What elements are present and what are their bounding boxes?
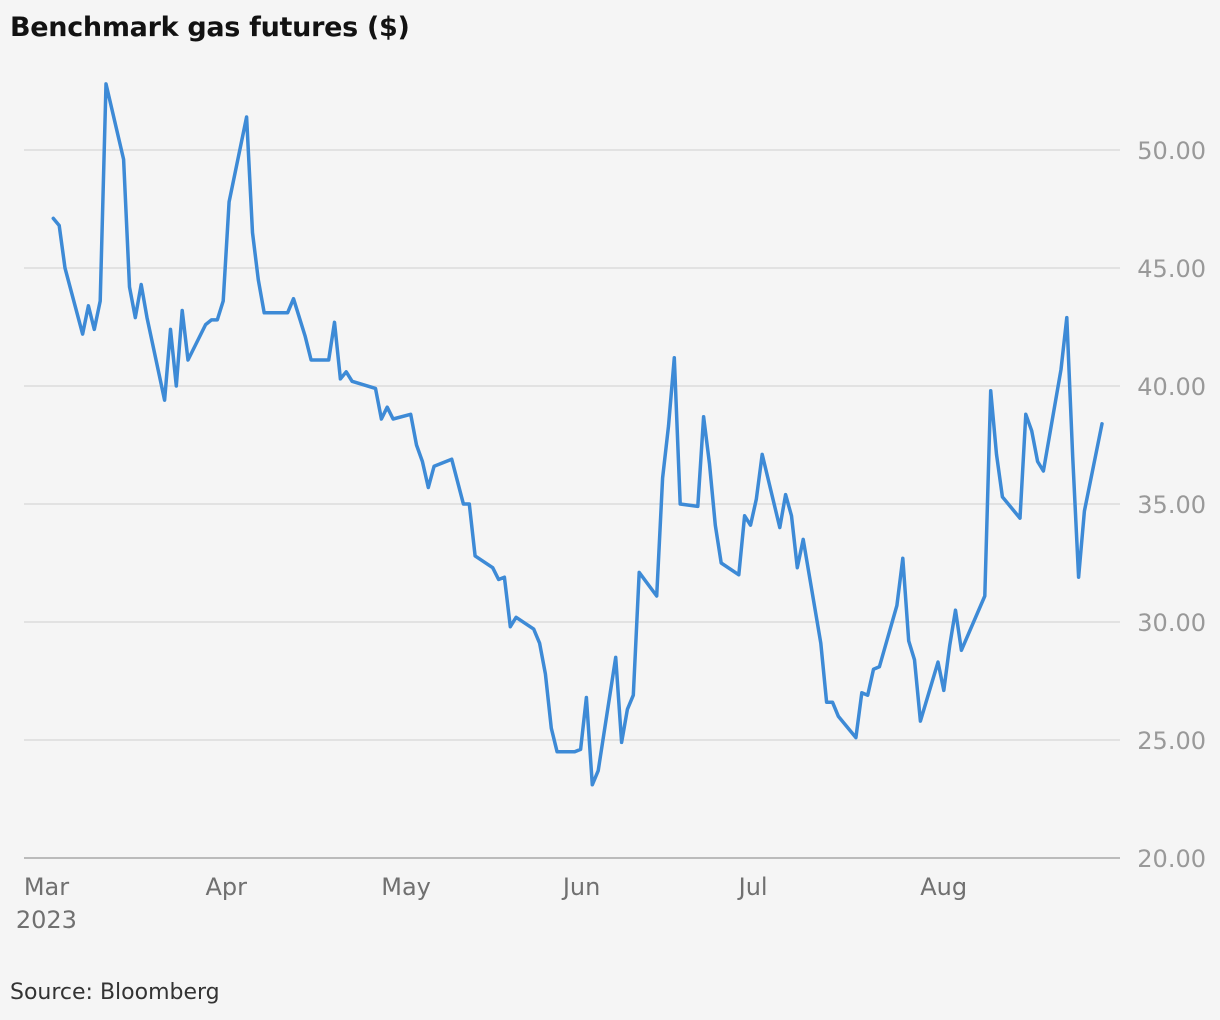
x-tick-label: Aug bbox=[920, 873, 967, 901]
source-note: Source: Bloomberg bbox=[10, 980, 220, 1005]
x-tick-label: May bbox=[381, 873, 431, 901]
y-tick-label: 20.00 bbox=[1137, 845, 1206, 873]
x-tick-sublabel: 2023 bbox=[16, 906, 77, 934]
x-tick-label: Jun bbox=[561, 873, 601, 901]
x-tick-label: Apr bbox=[205, 873, 247, 901]
y-tick-label: 35.00 bbox=[1137, 491, 1206, 519]
y-tick-label: 30.00 bbox=[1137, 609, 1206, 637]
y-tick-label: 50.00 bbox=[1137, 137, 1206, 165]
gridlines bbox=[24, 149, 1120, 859]
y-axis-tick-labels: 20.00 25.00 30.00 35.00 40.00 45.00 50.00 bbox=[1137, 137, 1206, 873]
series-line-0 bbox=[51, 82, 1104, 787]
chart-title: Benchmark gas futures ($) bbox=[10, 12, 410, 43]
x-tick-label: Mar bbox=[24, 873, 69, 901]
y-tick-label: 40.00 bbox=[1137, 373, 1206, 401]
x-tick-label: Jul bbox=[737, 873, 768, 901]
series-layer bbox=[51, 82, 1104, 787]
x-axis-tick-labels: Mar 2023 Apr May Jun Jul Aug bbox=[16, 873, 967, 934]
y-tick-label: 25.00 bbox=[1137, 727, 1206, 755]
y-tick-label: 45.00 bbox=[1137, 255, 1206, 283]
